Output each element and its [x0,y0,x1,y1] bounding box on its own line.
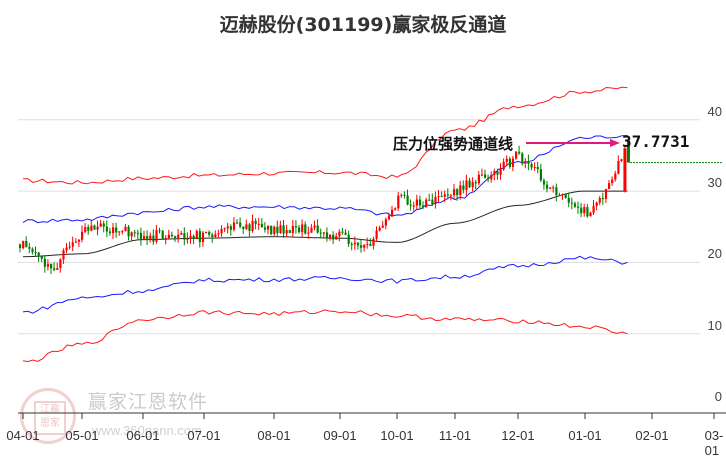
watermark-seal-icon: 江赢恩家 [20,388,76,444]
y-tick-label: 20 [707,246,722,262]
x-tick-label: 09-01 [323,428,357,443]
x-tick-label: 01-01 [568,428,602,443]
watermark-seal-text: 江赢恩家 [34,401,66,435]
y-tick-label: 40 [707,103,722,119]
watermark-brand: 赢家江恩软件 [88,391,209,413]
channel-lines [22,86,628,363]
x-tick-label: 10-01 [380,428,414,443]
watermark-url: www.360gann.com [92,423,202,438]
x-tick-label: 12-01 [501,428,535,443]
candlesticks [19,136,630,274]
x-tick-label: 04-01 [6,428,40,443]
y-tick-label: 30 [707,175,722,191]
y-tick-label: 10 [707,317,722,333]
x-tick-label: 08-01 [257,428,291,443]
chart-title: 迈赫股份(301199)赢家极反通道 [219,14,507,36]
x-tick-label: 02-01 [635,428,669,443]
gridlines [18,119,700,335]
annotation-overlay [526,139,722,164]
x-tick-label: 07-01 [187,428,221,443]
x-tick-label: 03-01 [704,428,724,458]
pressure-channel-label: 压力位强势通道线 [393,135,514,153]
x-axis [18,412,726,419]
pressure-value-label: 37.7731 [622,132,690,151]
y-tick-label: 0 [714,389,722,404]
x-tick-label: 05-01 [65,428,99,443]
x-tick-label: 11-01 [438,428,472,443]
x-tick-label: 06-01 [126,428,160,443]
